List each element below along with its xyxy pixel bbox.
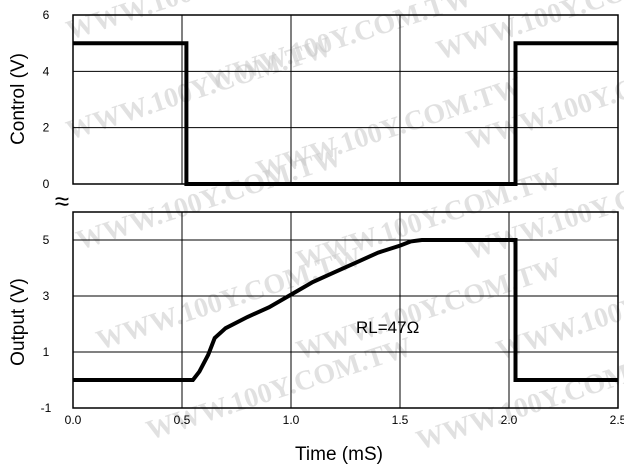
- series-line: [73, 41, 618, 186]
- watermark-text: WWW.100Y.COM.TW: [73, 142, 346, 257]
- x-tick-label: 1.0: [283, 413, 300, 427]
- y-tick-label: 2: [43, 121, 50, 135]
- axis-break-symbol: ≈: [55, 186, 69, 216]
- y-tick-label: 0: [43, 177, 50, 191]
- watermark-text: WWW.100Y.COM.TW: [63, 32, 336, 147]
- load-annotation: RL=47Ω: [356, 318, 419, 337]
- x-tick-label: 2.0: [501, 413, 518, 427]
- tick-labels: 0 2 4 6 -1 1 3 5 0.0 0.5 1.0 1.5 2.0 2.5: [41, 8, 624, 427]
- y-tick-label: -1: [41, 401, 52, 415]
- y-tick-label: 1: [43, 345, 50, 359]
- y-tick-label: 3: [43, 289, 50, 303]
- x-axis-label: Time (mS): [295, 444, 383, 465]
- y-tick-label: 6: [43, 8, 50, 22]
- y-tick-label: 5: [43, 233, 50, 247]
- series-line: [73, 238, 618, 382]
- watermark-text: WWW.100Y.COM.TW: [143, 332, 416, 447]
- x-tick-label: 0.5: [174, 413, 191, 427]
- plot-frame: [72, 211, 619, 409]
- x-tick-label: 0.0: [65, 413, 82, 427]
- x-tick-label: 1.5: [392, 413, 409, 427]
- series-layer: [72, 41, 619, 382]
- watermark-layer: WWW.100Y.COM.TWWWW.100Y.COM.TWWWW.100Y.C…: [63, 0, 624, 457]
- y-axis-label-control: Control (V): [8, 53, 29, 145]
- y-axis-label-output: Output (V): [8, 278, 29, 366]
- y-tick-label: 4: [43, 64, 50, 78]
- x-tick-label: 2.5: [610, 413, 624, 427]
